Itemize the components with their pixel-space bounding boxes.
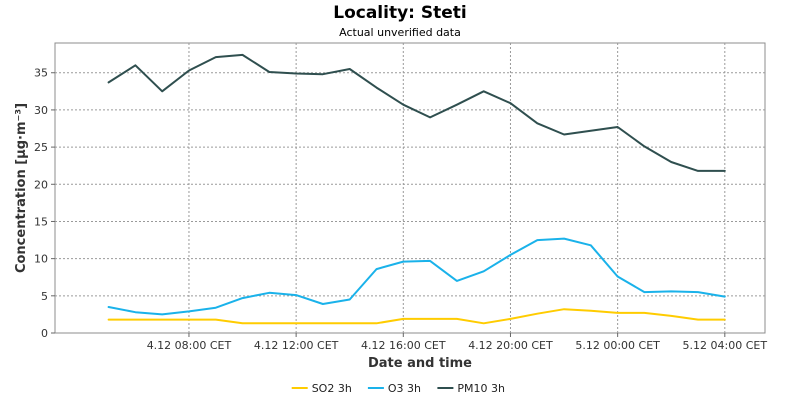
legend-item-o3[interactable]: O3 3h	[367, 382, 421, 395]
series-line-o3	[107, 237, 726, 316]
x-tick-label: 5.12 00:00 CET	[575, 339, 660, 352]
y-tick-label: 20	[34, 178, 48, 191]
y-tick-label: 25	[34, 141, 48, 154]
legend-label: PM10 3h	[457, 382, 505, 395]
chart-title: Locality: Steti	[333, 3, 467, 23]
x-axis: 4.12 08:00 CET 4.12 12:00 CET 4.12 16:00 C…	[147, 333, 768, 352]
series-group	[107, 53, 726, 325]
y-tick-label: 10	[34, 253, 48, 266]
y-tick-label: 15	[34, 215, 48, 228]
x-tick-label: 4.12 20:00 CET	[468, 339, 553, 352]
y-tick-label: 0	[41, 327, 48, 340]
y-axis: 0 5 10 15 20 25 30 35	[34, 67, 55, 340]
plot-area	[54, 42, 766, 334]
x-tick-label: 4.12 08:00 CET	[147, 339, 232, 352]
x-tick-label: 5.12 04:00 CET	[683, 339, 768, 352]
y-axis-label: Concentration [µg·m⁻³]	[14, 103, 29, 273]
legend-item-pm10[interactable]: PM10 3h	[437, 382, 505, 395]
x-axis-label: Date and time	[368, 356, 472, 371]
y-tick-label: 30	[34, 104, 48, 117]
series-line-so2	[107, 308, 726, 325]
legend-label: O3 3h	[388, 382, 421, 395]
x-tick-label: 4.12 12:00 CET	[254, 339, 339, 352]
chart-subtitle: Actual unverified data	[339, 26, 461, 39]
legend-item-so2[interactable]: SO2 3h	[291, 382, 352, 395]
y-tick-label: 5	[41, 290, 48, 303]
y-tick-label: 35	[34, 67, 48, 80]
legend: SO2 3h O3 3h PM10 3h	[291, 382, 505, 395]
grid	[55, 43, 765, 333]
legend-label: SO2 3h	[312, 382, 352, 395]
x-tick-label: 4.12 16:00 CET	[361, 339, 446, 352]
series-line-pm10	[107, 53, 726, 172]
